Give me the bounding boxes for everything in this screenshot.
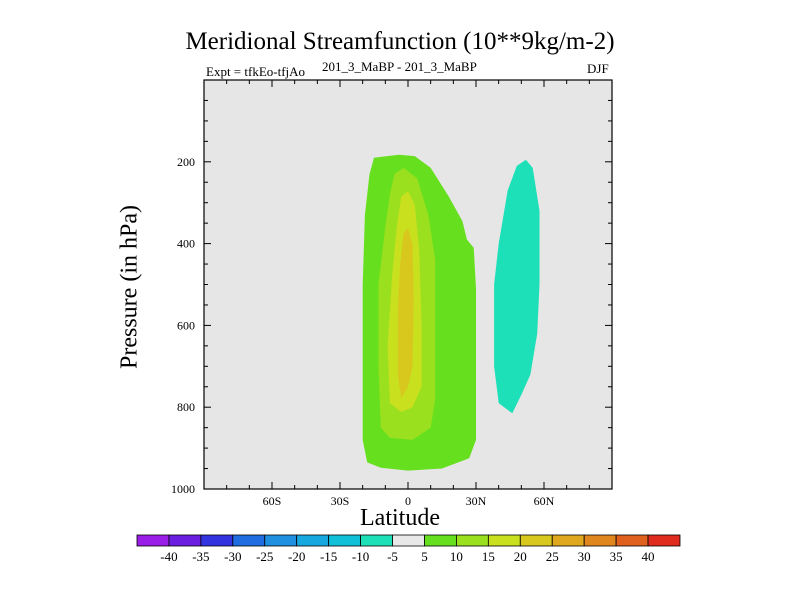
colorbar-swatch — [615, 534, 649, 547]
colorbar-label: -35 — [192, 549, 209, 564]
contour-region-4 — [494, 159, 540, 414]
y-tick-label: 800 — [177, 400, 195, 414]
colorbar-swatch — [264, 534, 298, 547]
colorbar-swatch — [328, 534, 361, 547]
colorbar-swatch — [296, 534, 330, 547]
y-tick-label: 400 — [177, 237, 195, 251]
colorbar-label: -15 — [320, 549, 337, 564]
colorbar-swatch — [551, 534, 585, 547]
colorbar-label: 40 — [642, 549, 655, 564]
colorbar-swatch — [519, 534, 553, 547]
x-axis-label: Latitude — [360, 505, 440, 531]
x-tick-label: 0 — [405, 494, 411, 508]
season-label: DJF — [587, 61, 609, 76]
colorbar-label: -20 — [288, 549, 305, 564]
chart-title: Meridional Streamfunction (10**9kg/m-2) — [185, 28, 615, 55]
x-tick-label: 60N — [534, 494, 555, 508]
colorbar-swatch — [647, 534, 681, 547]
colorbar-label: -5 — [387, 549, 398, 564]
colorbar-label: -25 — [256, 549, 273, 564]
colorbar-label: 25 — [546, 549, 559, 564]
y-tick-label: 600 — [177, 318, 195, 332]
colorbar-label: 20 — [514, 549, 527, 564]
colorbar-swatch — [360, 534, 393, 547]
colorbar-swatch — [487, 534, 521, 547]
colorbar-label: 5 — [421, 549, 428, 564]
colorbar-swatch — [392, 534, 425, 547]
y-tick-label: 200 — [177, 155, 195, 169]
x-tick-label: 60S — [263, 494, 282, 508]
colorbar-label: -10 — [352, 549, 369, 564]
colorbar-swatch — [583, 534, 617, 547]
colorbar-label: 30 — [578, 549, 591, 564]
colorbar-swatch — [136, 534, 170, 547]
colorbar-label: -40 — [160, 549, 177, 564]
colorbar-label: 10 — [450, 549, 463, 564]
x-tick-label: 30S — [331, 494, 350, 508]
experiment-label: Expt = tfkEo-tfjAo — [206, 64, 306, 79]
colorbar-label: -30 — [224, 549, 241, 564]
colorbar-swatch — [168, 534, 202, 547]
colorbar-swatch — [232, 534, 266, 547]
colorbar-label: 15 — [482, 549, 495, 564]
x-tick-label: 30N — [466, 494, 487, 508]
colorbar-swatch — [200, 534, 234, 547]
contour-layer — [362, 154, 540, 471]
colorbar-swatch — [424, 534, 457, 547]
axis-ticks: 60S 30S 0 30N 60N 200 400 600 800 1000 — [171, 80, 612, 508]
colorbar: -40 -35 -30 -25 -20 -15 -10 -5 5 10 15 20 25 30 35 40 — [136, 534, 681, 564]
colorbar-label: 35 — [610, 549, 623, 564]
contour-region-3 — [397, 228, 414, 399]
colorbar-swatch — [456, 534, 489, 547]
y-tick-label: 1000 — [171, 482, 195, 496]
case-label: 201_3_MaBP - 201_3_MaBP — [322, 59, 477, 74]
